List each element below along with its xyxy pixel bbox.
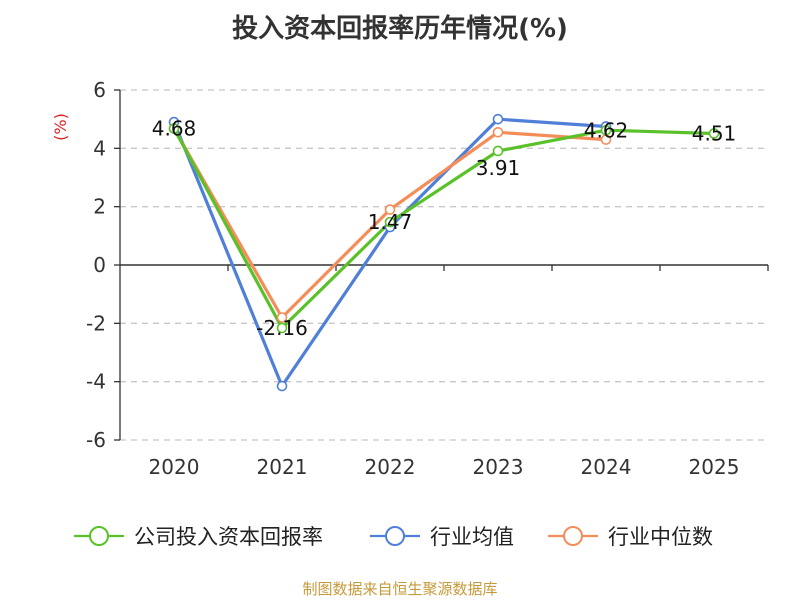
data-label: 4.51 bbox=[692, 121, 737, 145]
source-note: 制图数据来自恒生聚源数据库 bbox=[302, 580, 498, 598]
y-tick-label: 2 bbox=[93, 195, 106, 219]
y-tick-label: -2 bbox=[86, 311, 106, 335]
series-point-0 bbox=[492, 145, 504, 157]
series-line-1 bbox=[172, 117, 608, 388]
series-point-1 bbox=[492, 113, 504, 125]
series-point-0 bbox=[600, 124, 612, 136]
x-tick-labels: 2020 2021 2022 2023 2024 2025 bbox=[149, 455, 740, 479]
x-tick-label: 2024 bbox=[581, 455, 632, 479]
data-label: 1.47 bbox=[368, 210, 413, 234]
data-label: -2.16 bbox=[256, 316, 308, 340]
series-point-0 bbox=[708, 128, 720, 139]
series-point-1 bbox=[276, 380, 288, 392]
series-lines bbox=[172, 117, 716, 388]
legend-label: 公司投入资本回报率 bbox=[134, 525, 323, 549]
y-tick-label: 4 bbox=[93, 136, 106, 160]
y-axis-label: (%) bbox=[51, 113, 70, 141]
y-tick-labels: 6 4 2 0 -2 -4 -6 bbox=[86, 78, 106, 452]
y-tick-label: 6 bbox=[93, 78, 106, 102]
x-tick-label: 2022 bbox=[365, 455, 416, 479]
x-tick-label: 2023 bbox=[473, 455, 524, 479]
y-tick-label: 0 bbox=[93, 253, 106, 277]
x-tick-label: 2025 bbox=[689, 455, 740, 479]
data-label: 3.91 bbox=[476, 156, 521, 180]
series-point-2 bbox=[492, 126, 504, 138]
legend-label: 行业均值 bbox=[430, 525, 514, 549]
legend-marker bbox=[385, 526, 405, 546]
y-tick-label: -6 bbox=[86, 428, 106, 452]
series-points bbox=[168, 113, 720, 392]
series-line-0 bbox=[172, 126, 716, 330]
series-point-2 bbox=[276, 312, 288, 323]
axes bbox=[114, 89, 769, 441]
x-tick-label: 2021 bbox=[257, 455, 308, 479]
x-tick-label: 2020 bbox=[149, 455, 200, 479]
data-labels: 4.68 -2.16 1.47 3.91 4.62 4.51 bbox=[152, 117, 737, 341]
data-label: 4.62 bbox=[584, 118, 629, 142]
legend-marker bbox=[563, 526, 583, 546]
chart-title: 投入资本回报率历年情况(%) bbox=[232, 14, 568, 44]
legend-label: 行业中位数 bbox=[608, 525, 713, 549]
y-tick-label: -4 bbox=[86, 370, 106, 394]
data-label: 4.68 bbox=[152, 117, 197, 141]
legend-marker bbox=[89, 526, 109, 546]
series-point-0 bbox=[384, 216, 396, 228]
series-point-0 bbox=[276, 322, 288, 334]
grid-lines bbox=[120, 89, 768, 441]
series-point-2 bbox=[384, 204, 396, 215]
legend: 公司投入资本回报率 行业均值 行业中位数 bbox=[74, 525, 713, 549]
series-point-0 bbox=[168, 123, 180, 134]
